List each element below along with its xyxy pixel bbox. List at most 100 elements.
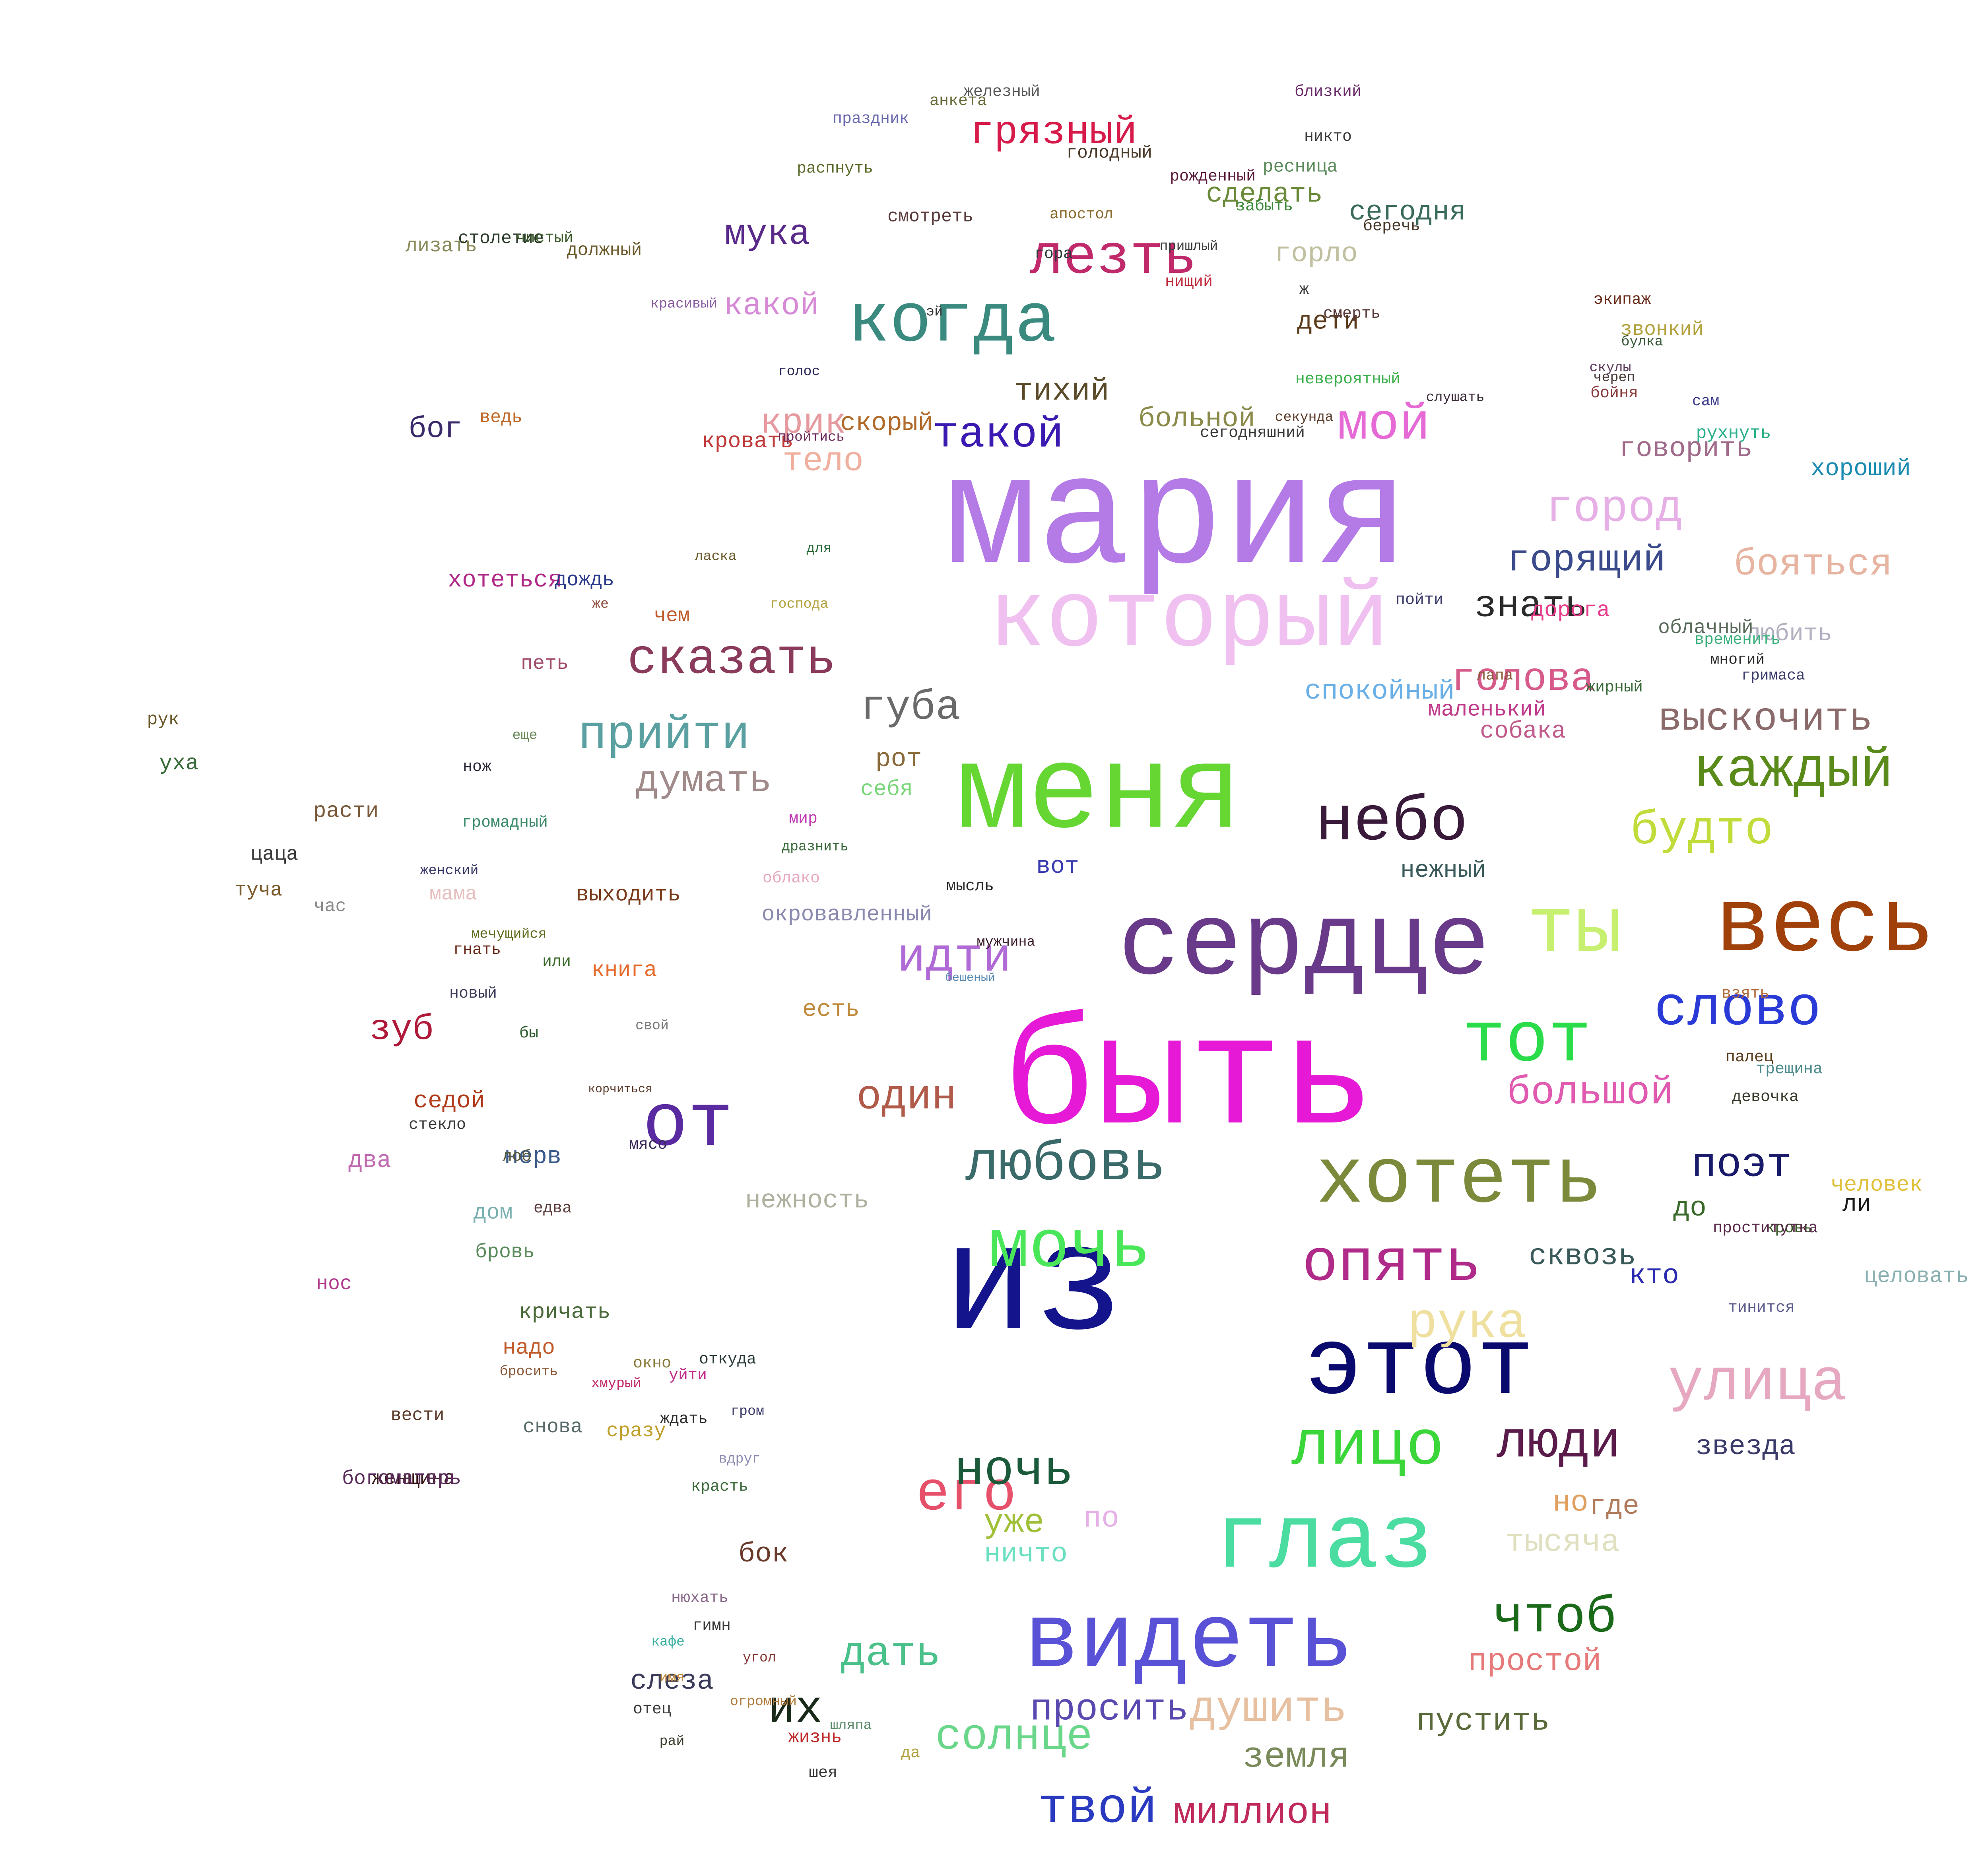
cloud-word: свой	[635, 1017, 669, 1034]
cloud-word: этот	[1305, 1314, 1534, 1422]
cloud-word: горло	[1274, 239, 1358, 270]
cloud-word: шея	[808, 1764, 838, 1782]
cloud-word: скулы	[1589, 359, 1631, 376]
cloud-word: глаз	[1214, 1491, 1434, 1594]
cloud-word: рожденный	[1169, 168, 1256, 186]
cloud-word: гримаса	[1741, 667, 1805, 684]
cloud-word: нос	[316, 1273, 352, 1295]
cloud-word: чтоб	[1492, 1589, 1617, 1647]
cloud-word: целовать	[1864, 1264, 1969, 1289]
cloud-word: жизнь	[788, 1727, 842, 1748]
cloud-word: лезть	[1029, 227, 1197, 290]
cloud-word: маленький	[1428, 697, 1546, 722]
cloud-word: ничто	[984, 1539, 1068, 1570]
cloud-word: где	[1589, 1491, 1640, 1522]
cloud-word: столетие	[458, 228, 544, 249]
cloud-word: распнуть	[796, 160, 874, 178]
cloud-word: стекло	[408, 1116, 466, 1134]
cloud-word: мысль	[946, 878, 994, 895]
cloud-word: забыть	[1235, 198, 1293, 216]
cloud-word: нож	[462, 758, 492, 776]
cloud-word: нежный	[1400, 857, 1487, 884]
cloud-word: невероятный	[1295, 371, 1401, 388]
cloud-word: экипаж	[1593, 291, 1651, 309]
cloud-word: звонкий	[1620, 318, 1704, 341]
cloud-word: быть	[1002, 994, 1375, 1169]
cloud-word: проститутка	[1712, 1219, 1818, 1237]
cloud-word: бросить	[499, 1363, 558, 1380]
cloud-word: когда	[848, 282, 1057, 362]
cloud-word: лицо	[1291, 1411, 1444, 1483]
cloud-word: голова	[1451, 657, 1595, 702]
cloud-word: никто	[1304, 128, 1352, 146]
cloud-word: есть	[802, 996, 860, 1023]
cloud-word: любить	[1746, 621, 1833, 648]
cloud-word: их	[767, 1684, 823, 1736]
cloud-word: смотреть	[887, 206, 974, 227]
cloud-word: говорить	[1619, 433, 1753, 465]
cloud-word: рука	[1407, 1295, 1527, 1352]
cloud-word: из	[943, 1203, 1125, 1374]
cloud-word: который	[988, 566, 1390, 674]
cloud-word: отец	[633, 1701, 672, 1718]
cloud-word: железный	[963, 83, 1041, 101]
cloud-word: дом	[473, 1200, 513, 1225]
cloud-word: мама	[429, 883, 478, 906]
cloud-word: нюхать	[671, 1589, 729, 1607]
cloud-word: лапа	[1477, 667, 1513, 684]
cloud-word: сегодняшний	[1200, 424, 1305, 442]
cloud-word: гром	[730, 1403, 765, 1419]
cloud-word: вот	[1036, 853, 1079, 880]
cloud-word: бешеный	[945, 971, 996, 985]
cloud-word: беречь	[1363, 217, 1421, 235]
cloud-word: от	[642, 1082, 734, 1168]
cloud-word: человек	[1831, 1172, 1923, 1198]
cloud-word: бок	[738, 1539, 789, 1570]
cloud-word: его	[916, 1463, 1017, 1526]
cloud-word: взять	[1721, 985, 1770, 1003]
cloud-word: надо	[502, 1335, 555, 1361]
cloud-word: булка	[1621, 334, 1663, 350]
cloud-word: жирный	[1585, 679, 1643, 697]
cloud-word: выходить	[575, 882, 681, 907]
cloud-word: апостол	[1050, 206, 1113, 223]
cloud-word: тинится	[1728, 1299, 1795, 1317]
cloud-word: пойти	[1395, 591, 1444, 609]
cloud-word: мужчина	[977, 934, 1035, 950]
cloud-word: мясо	[629, 1136, 668, 1154]
cloud-word: будто	[1630, 804, 1774, 858]
cloud-word: смерть	[1323, 305, 1381, 323]
cloud-word: едва	[533, 1200, 572, 1218]
cloud-word: расти	[313, 798, 379, 824]
cloud-word: рот	[875, 744, 922, 774]
cloud-word: опять	[1302, 1231, 1481, 1298]
cloud-word: бог	[408, 412, 462, 447]
cloud-word: книга	[591, 957, 657, 983]
cloud-word: ждать	[660, 1410, 708, 1428]
cloud-word: облако	[762, 870, 820, 887]
cloud-word: вдруг	[718, 1451, 761, 1467]
cloud-word: тот	[1462, 1001, 1592, 1082]
cloud-word: люди	[1496, 1414, 1621, 1472]
cloud-word: улица	[1668, 1350, 1847, 1418]
cloud-word: хороший	[1810, 456, 1911, 483]
cloud-word: корчиться	[588, 1083, 653, 1096]
cloud-word: лоб	[502, 1148, 532, 1166]
cloud-word: меня	[956, 728, 1243, 863]
cloud-word: кричать	[518, 1299, 611, 1325]
cloud-word: горящий	[1507, 539, 1666, 582]
cloud-word: сквозь	[1528, 1239, 1637, 1274]
cloud-word: уйти	[668, 1367, 707, 1384]
cloud-word: седой	[413, 1088, 485, 1115]
cloud-word: тихий	[1013, 373, 1110, 410]
cloud-word: мир	[788, 810, 818, 828]
cloud-word: небо	[1315, 787, 1468, 859]
cloud-word: по	[1083, 1502, 1120, 1536]
cloud-word: час	[314, 896, 346, 917]
cloud-word: грязный	[970, 111, 1138, 155]
cloud-word: нерв	[504, 1144, 562, 1171]
cloud-word: два	[348, 1148, 392, 1175]
cloud-word: любовь	[965, 1133, 1166, 1196]
cloud-word: нищий	[1165, 273, 1213, 291]
